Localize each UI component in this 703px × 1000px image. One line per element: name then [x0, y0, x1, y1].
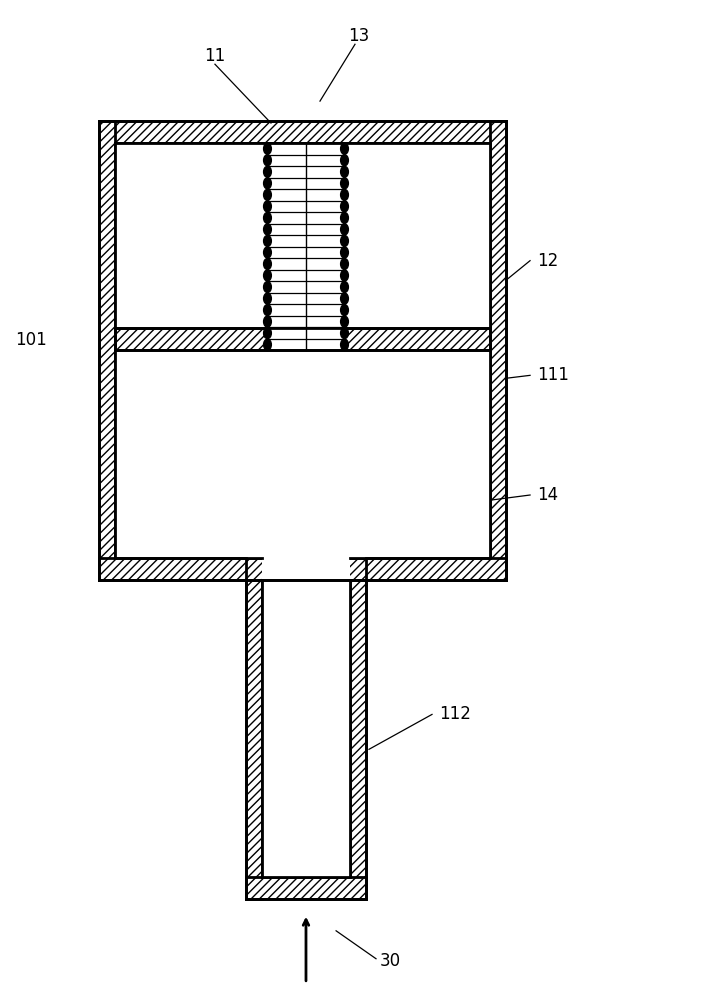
Text: 112: 112	[439, 705, 471, 723]
Circle shape	[341, 293, 349, 304]
Bar	[262, 553, 350, 580]
Circle shape	[341, 247, 349, 258]
Bar	[99, 121, 115, 580]
Circle shape	[341, 189, 349, 200]
Circle shape	[341, 201, 349, 212]
Circle shape	[264, 270, 271, 281]
Circle shape	[264, 328, 271, 339]
Circle shape	[264, 293, 271, 304]
Text: 30: 30	[380, 952, 401, 970]
Text: 101: 101	[15, 331, 47, 349]
Circle shape	[341, 258, 349, 270]
Text: 13: 13	[348, 27, 369, 45]
Text: 12: 12	[537, 252, 558, 270]
Circle shape	[264, 224, 271, 235]
Bar	[99, 121, 505, 580]
Circle shape	[341, 143, 349, 154]
Circle shape	[341, 305, 349, 316]
Bar	[99, 558, 505, 580]
Circle shape	[264, 143, 271, 154]
Circle shape	[341, 316, 349, 327]
Circle shape	[341, 282, 349, 293]
Bar	[267, 143, 344, 350]
Bar	[247, 580, 366, 899]
Bar	[262, 558, 350, 602]
Bar	[115, 328, 490, 350]
Circle shape	[264, 212, 271, 223]
Circle shape	[341, 212, 349, 223]
Circle shape	[264, 305, 271, 316]
Circle shape	[264, 235, 271, 246]
Bar	[99, 558, 247, 580]
Text: 11: 11	[205, 47, 226, 65]
Circle shape	[264, 178, 271, 189]
Circle shape	[264, 155, 271, 166]
Bar	[366, 558, 505, 580]
Circle shape	[341, 224, 349, 235]
Bar	[247, 877, 366, 899]
Bar	[490, 121, 505, 580]
Bar	[262, 580, 350, 877]
Circle shape	[264, 189, 271, 200]
Text: 14: 14	[537, 486, 558, 504]
Bar	[247, 580, 262, 899]
Circle shape	[264, 316, 271, 327]
Circle shape	[341, 270, 349, 281]
Circle shape	[341, 235, 349, 246]
Circle shape	[341, 178, 349, 189]
Bar	[115, 143, 490, 558]
Circle shape	[264, 247, 271, 258]
Circle shape	[264, 282, 271, 293]
Circle shape	[341, 166, 349, 177]
Circle shape	[341, 155, 349, 166]
Circle shape	[341, 328, 349, 339]
Circle shape	[264, 166, 271, 177]
Circle shape	[264, 339, 271, 350]
Circle shape	[264, 201, 271, 212]
Bar	[350, 580, 366, 899]
Circle shape	[264, 258, 271, 270]
Circle shape	[341, 339, 349, 350]
Bar	[99, 121, 505, 143]
Text: 111: 111	[537, 366, 569, 384]
